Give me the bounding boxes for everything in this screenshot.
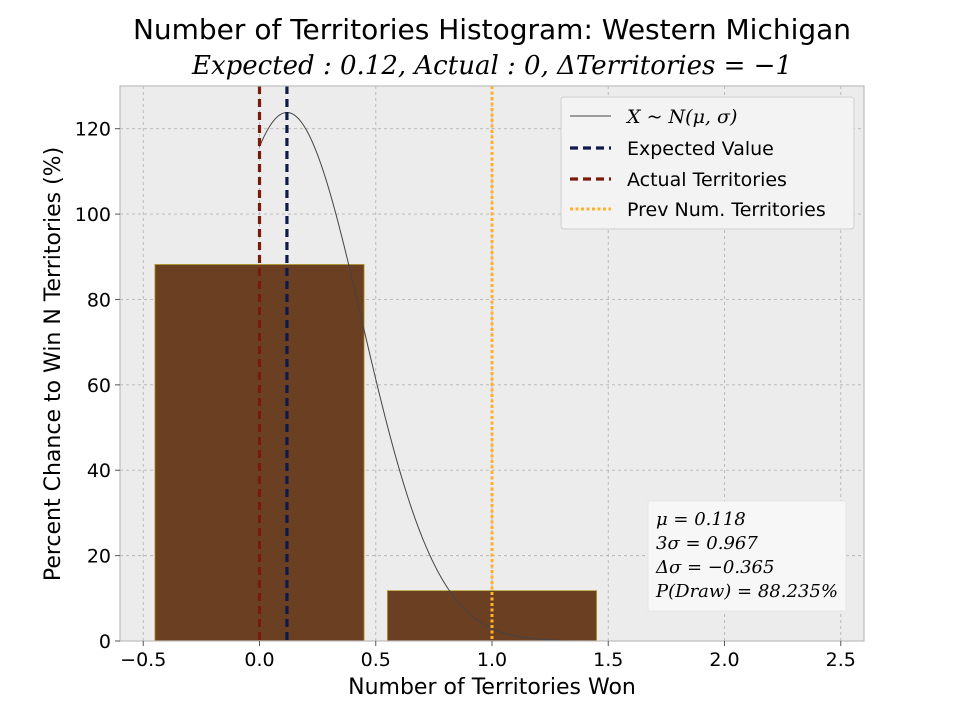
x-tick-label: 0.5: [361, 649, 391, 671]
x-tick-label: 2.0: [709, 649, 739, 671]
y-tick-label: 20: [87, 546, 111, 568]
x-tick-label: 0.0: [244, 649, 274, 671]
x-axis-label: Number of Territories Won: [348, 675, 636, 700]
stats-line: 3σ = 0.967: [656, 533, 758, 554]
y-axis-label: Percent Chance to Win N Territories (%): [41, 147, 66, 581]
x-tick-label: −0.5: [120, 649, 166, 671]
y-tick-label: 60: [87, 375, 111, 397]
reference-lines: [257, 86, 494, 641]
legend-label: Actual Territories: [627, 169, 787, 191]
x-tick-label: 1.5: [593, 649, 623, 671]
x-axis-ticks: −0.5 0.0 0.5 1.0 1.5 2.0 2.5: [120, 641, 856, 671]
y-tick-label: 80: [87, 289, 111, 311]
legend-box: [560, 96, 855, 230]
y-tick-label: 120: [75, 119, 111, 141]
legend-label: X ~ N(μ, σ): [625, 106, 737, 128]
x-tick-label: 1.0: [477, 649, 507, 671]
y-axis-ticks: 0 20 40 60 80 100 120: [75, 119, 120, 653]
chart-title: Number of Territories Histogram: Western…: [133, 13, 851, 46]
stats-box-bg: [647, 500, 847, 612]
stats-box: μ = 0.118 3σ = 0.967 Δσ = −0.365 P(Draw) = …: [647, 500, 847, 612]
legend: X ~ N(μ, σ) Expected Value Actual Territor…: [560, 96, 855, 230]
legend-label: Expected Value: [627, 138, 774, 160]
normal-curve: [259, 111, 562, 641]
chart-subtitle: Expected : 0.12, Actual : 0, ΔTerritorie…: [191, 51, 792, 81]
x-tick-label: 2.5: [826, 649, 856, 671]
y-tick-label: 40: [87, 460, 111, 482]
y-tick-label: 0: [99, 631, 111, 653]
stats-line: μ = 0.118: [656, 509, 746, 530]
y-tick-label: 100: [75, 204, 111, 226]
stats-line: Δσ = −0.365: [655, 557, 774, 578]
legend-label: Prev Num. Territories: [627, 199, 826, 221]
stats-line: P(Draw) = 88.235%: [655, 581, 838, 602]
